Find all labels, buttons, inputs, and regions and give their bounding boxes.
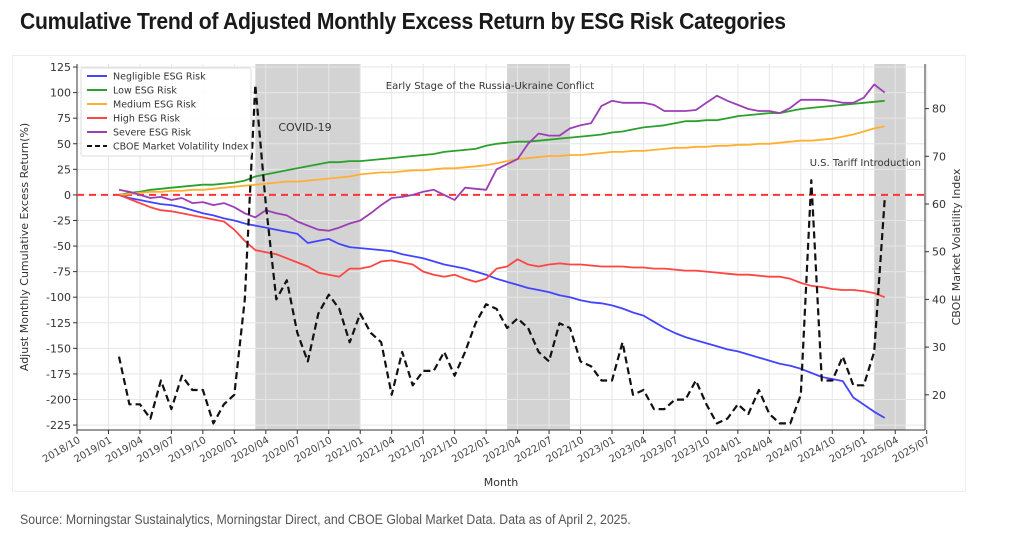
y2-tick-label: 60 [932, 198, 946, 211]
y2-tick-label: 20 [932, 389, 946, 402]
y-tick-label: -25 [53, 214, 71, 227]
y-tick-label: 25 [57, 163, 71, 176]
y-tick-label: 75 [57, 112, 71, 125]
series-line-negligible-esg-risk [118, 194, 886, 419]
y2-tick-label: 50 [932, 246, 946, 259]
series-line-medium-esg-risk [118, 125, 885, 196]
shaded-period [255, 64, 361, 430]
y-tick-label: 125 [50, 61, 71, 74]
legend-label: CBOE Market Volatility Index [113, 142, 249, 153]
y2-tick-label: 80 [932, 103, 946, 116]
chart-card [12, 55, 966, 492]
y-tick-label: 100 [50, 87, 71, 100]
legend-label: Severe ESG Risk [113, 128, 192, 139]
y2-tick-label: 70 [932, 150, 946, 163]
y-axis-label: Adjust Monthly Cumulative Excess Return(… [18, 123, 31, 371]
annotation-russia-ukraine: Early Stage of the Russia-Ukraine Confli… [386, 81, 594, 92]
shaded-period [507, 64, 571, 430]
y2-axis-label: CBOE Market Volatility Index [950, 168, 963, 325]
source-note: Source: Morningstar Sustainalytics, Morn… [20, 511, 631, 527]
chart-title: Cumulative Trend of Adjusted Monthly Exc… [20, 8, 786, 34]
y-tick-label: 50 [57, 138, 71, 151]
series-line-low-esg-risk [118, 99, 885, 196]
y2-tick-label: 30 [932, 341, 946, 354]
series-line-severe-esg-risk [118, 83, 886, 232]
legend-label: Medium ESG Risk [113, 100, 197, 111]
annotation-covid: COVID-19 [278, 121, 331, 134]
shaded-period [874, 64, 906, 430]
y-tick-label: -75 [53, 266, 71, 279]
y-tick-label: 0 [64, 189, 71, 202]
y-tick-label: -50 [53, 240, 71, 253]
series-line-cboe-market-volatility-index [117, 83, 886, 425]
y-tick-label: -150 [46, 342, 71, 355]
y2-tick-label: 40 [932, 293, 946, 306]
y-tick-label: -100 [46, 291, 71, 304]
annotation-tariff: U.S. Tariff Introduction [810, 158, 921, 169]
x-axis-label: Month [484, 476, 519, 489]
legend-label: Negligible ESG Risk [113, 72, 206, 83]
legend-box [80, 67, 252, 157]
y-tick-label: -125 [46, 317, 71, 330]
y-tick-label: -225 [46, 419, 71, 432]
legend-label: Low ESG Risk [113, 86, 177, 97]
legend-label: High ESG Risk [113, 114, 180, 125]
y-tick-label: -200 [46, 394, 71, 407]
y-tick-label: -175 [46, 368, 71, 381]
